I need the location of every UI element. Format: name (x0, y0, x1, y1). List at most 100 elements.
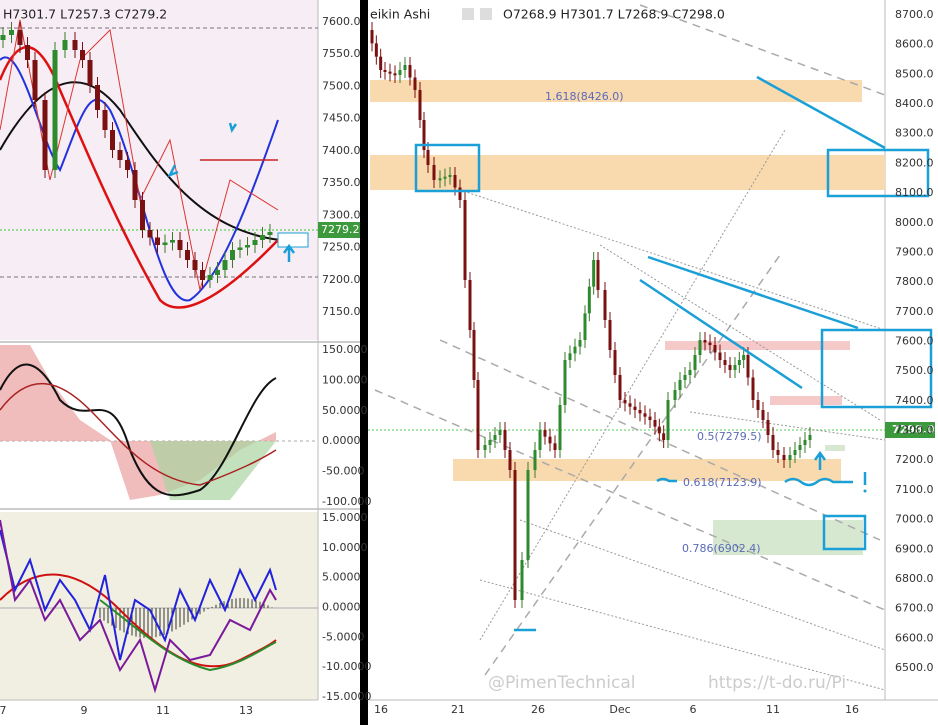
y-tick-label: 7450.0 (322, 112, 361, 125)
x-tick-label: 13 (239, 704, 253, 717)
candle (673, 390, 677, 400)
fib-label: 0.618(7123.9) (683, 476, 762, 489)
candle (252, 240, 258, 245)
y-tick-label: 15.0000 (322, 511, 368, 524)
candle (657, 426, 661, 434)
zone (453, 459, 841, 481)
y-tick-label: 7400.0 (895, 394, 934, 407)
candle (751, 377, 755, 400)
candle (628, 403, 632, 407)
candle (508, 450, 512, 470)
candle (468, 280, 472, 330)
candle (398, 70, 402, 75)
candle (72, 40, 78, 50)
candle (237, 247, 243, 250)
trend-line (479, 129, 786, 641)
trend-line (484, 254, 781, 676)
candle (803, 440, 807, 445)
candle (592, 260, 596, 287)
y-tick-label: 7200.0 (895, 453, 934, 466)
y-tick-label: 6500.0 (895, 661, 934, 674)
candle (538, 430, 542, 450)
candle (9, 30, 14, 35)
y-tick-label: 6700.0 (895, 602, 934, 615)
x-tick-label: 11 (766, 703, 780, 716)
candle (267, 232, 273, 235)
candle (413, 77, 417, 90)
candle (370, 30, 374, 44)
candle (766, 420, 770, 435)
y-tick-label: 7150.0 (322, 305, 361, 318)
fib-label: 0.5(7279.5) (697, 430, 762, 443)
trend-line (374, 389, 886, 611)
candle (596, 260, 600, 290)
drawn-line (756, 75, 886, 150)
candle (742, 355, 746, 360)
y-tick-label: -10.0000 (322, 660, 371, 673)
y-tick-label: 8700.0 (895, 8, 934, 21)
candle (443, 176, 447, 179)
candle (32, 60, 38, 100)
candle (756, 400, 760, 410)
candle (458, 187, 462, 200)
arrow (282, 243, 296, 262)
trend-line (479, 579, 886, 691)
fib-label: 0.786(6902.4) (682, 542, 761, 555)
moving-average (0, 81, 281, 241)
candle (177, 240, 183, 250)
box (277, 232, 309, 248)
candle (648, 416, 652, 420)
candle (488, 440, 492, 445)
price-tag-text: 7298.0 (892, 423, 935, 436)
y-tick-label: 100.000 (322, 373, 368, 386)
candle (87, 60, 93, 85)
histogram-area (150, 441, 276, 500)
icon[interactable] (480, 8, 492, 20)
candle (728, 365, 732, 370)
x-tick-label: Dec (609, 703, 630, 716)
x-tick-label: 6 (690, 703, 697, 716)
zone (370, 80, 862, 102)
candle (95, 85, 100, 110)
wave-mark (784, 477, 853, 487)
candle (374, 43, 378, 57)
trend-line (639, 4, 886, 96)
y-tick-label: 6800.0 (895, 572, 934, 585)
candle (170, 240, 175, 243)
candle (498, 430, 502, 435)
zone (370, 155, 885, 190)
candle (746, 355, 750, 378)
price-tag-text: 7279.2 (321, 223, 360, 236)
y-tick-label: 8300.0 (895, 127, 934, 140)
candle (503, 430, 507, 450)
candle (553, 443, 557, 450)
candle (618, 375, 622, 400)
candle (708, 342, 712, 345)
y-tick-label: 8100.0 (895, 186, 934, 199)
zone (825, 445, 845, 451)
candle (185, 250, 190, 260)
x-tick-label: 11 (156, 704, 170, 717)
candle (733, 365, 737, 370)
candle (207, 275, 213, 280)
y-tick-label: 7250.0 (322, 241, 361, 254)
candle (222, 260, 228, 270)
wave-mark (656, 477, 677, 483)
x-tick-label: 16 (374, 703, 388, 716)
candle (662, 433, 666, 440)
y-tick-label: 7700.0 (895, 305, 934, 318)
candle (453, 175, 457, 188)
candle (117, 150, 123, 160)
candle (388, 71, 392, 74)
icon[interactable] (462, 8, 474, 20)
y-tick-label: 7000.0 (895, 513, 934, 526)
candle (245, 245, 250, 248)
candle (463, 200, 467, 280)
price-tag (885, 422, 935, 438)
y-tick-label: 5.0000 (322, 571, 361, 584)
candle (418, 90, 422, 120)
candle (638, 410, 642, 414)
highlight-box (826, 148, 930, 198)
candle (568, 353, 572, 360)
